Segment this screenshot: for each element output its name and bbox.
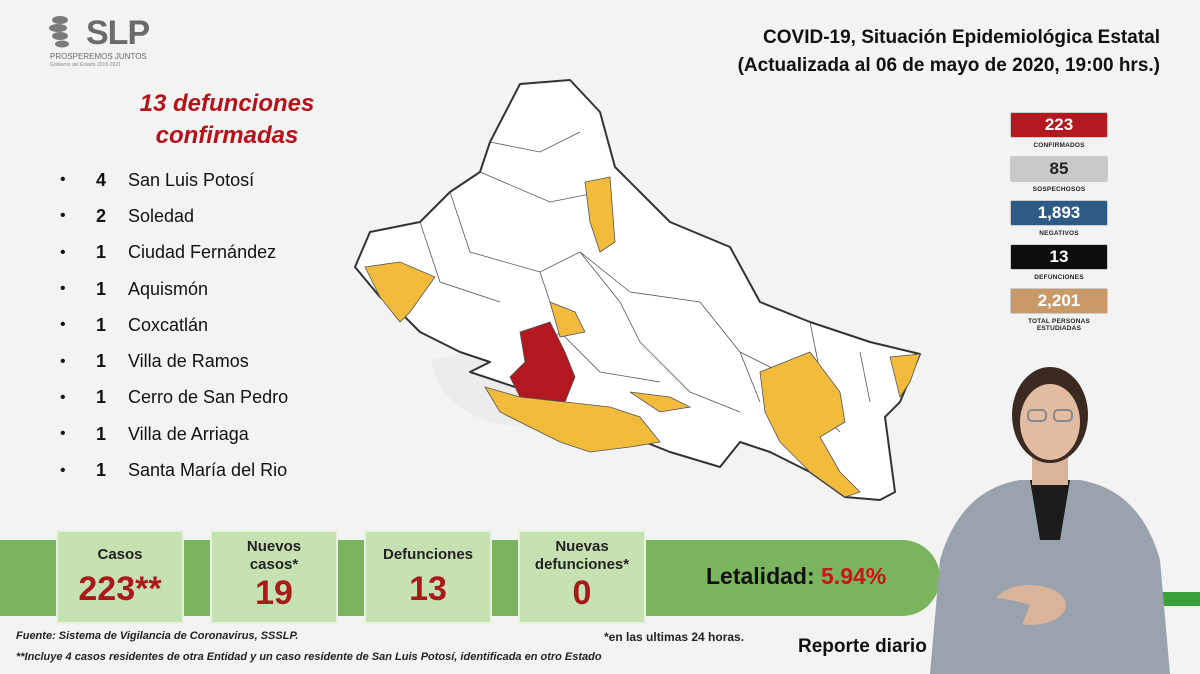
death-list-item: • 1 Villa de Arriaga: [60, 416, 288, 452]
footer-source: Fuente: Sistema de Vigilancia de Coronav…: [16, 630, 299, 642]
page-title: COVID-19, Situación Epidemiológica Estat…: [738, 24, 1160, 80]
bullet-icon: •: [60, 425, 66, 443]
death-municipality: Soledad: [128, 205, 195, 226]
death-municipality: San Luis Potosí: [128, 169, 255, 190]
death-count: 2: [96, 205, 107, 226]
stat-item: 13 DEFUNCIONES: [1010, 244, 1108, 284]
bullet-icon: •: [60, 316, 66, 334]
logo-text: SLP: [86, 14, 150, 52]
footer-asterisk-note: *en las ultimas 24 horas.: [604, 630, 745, 644]
stats-panel: 223 CONFIRMADOS 85 SOSPECHOSOS 1,893 NEGATIVO…: [1010, 112, 1108, 332]
death-municipality: Ciudad Fernández: [128, 242, 277, 263]
stat-label: TOTAL PERSONAS ESTUDIADAS: [1027, 318, 1091, 332]
death-count: 1: [96, 423, 107, 444]
death-count: 1: [96, 278, 107, 299]
death-count: 1: [96, 460, 107, 481]
stat-item: 1,893 NEGATIVOS: [1010, 200, 1108, 240]
title-date: (Actualizada al 06 de mayo de 2020, 19:0…: [737, 55, 1160, 76]
bullet-icon: •: [60, 388, 66, 406]
death-list-item: • 2 Soledad: [60, 198, 288, 234]
map-region-yellow-huasteca: [759, 351, 861, 498]
stat-item: 85 SOSPECHOSOS: [1010, 156, 1108, 196]
summary-card: Defunciones 13: [364, 530, 492, 624]
card-value: 13: [409, 570, 447, 608]
map-region-yellow-west: [364, 261, 436, 323]
sign-language-interpreter: [930, 367, 1170, 674]
logo-subtitle: PROSPEREMOS JUNTOS: [50, 52, 147, 61]
summary-card: Nuevos casos* 19: [210, 530, 338, 624]
stat-label: CONFIRMADOS: [1033, 142, 1085, 149]
death-count: 4: [96, 169, 107, 190]
card-label: Nuevas defunciones*: [520, 538, 644, 574]
stat-value-box: 1,893: [1010, 200, 1108, 226]
stat-value-box: 85: [1010, 156, 1108, 182]
deaths-heading-line2: confirmadas: [155, 122, 299, 149]
death-municipality: Santa María del Rio: [128, 460, 288, 481]
map-region-yellow-north: [584, 176, 616, 253]
stat-value-box: 223: [1010, 112, 1108, 138]
card-label-line1: Nuevos: [246, 538, 302, 555]
stat-item: 2,201 TOTAL PERSONAS ESTUDIADAS: [1010, 288, 1108, 332]
bullet-icon: •: [60, 207, 66, 225]
death-municipality: Villa de Arriaga: [128, 423, 249, 444]
bullet-icon: •: [60, 352, 66, 370]
summary-card: Casos 223**: [56, 530, 184, 624]
bullet-icon: •: [60, 171, 66, 189]
stat-label: NEGATIVOS: [1039, 230, 1079, 237]
footer-note: **Incluye 4 casos residentes de otra Ent…: [16, 651, 602, 663]
map-region-yellow-mid: [629, 391, 692, 413]
card-label-line2: defunciones*: [534, 556, 630, 573]
death-list-item: • 1 Coxcatlán: [60, 307, 288, 343]
logo-mark-icon: [49, 16, 69, 48]
bullet-icon: •: [60, 461, 66, 479]
death-list-item: • 1 Ciudad Fernández: [60, 235, 288, 271]
map-region-yellow-south: [484, 386, 661, 453]
card-value: 223**: [78, 570, 162, 608]
stat-value-box: 2,201: [1010, 288, 1108, 314]
death-municipality: Villa de Ramos: [128, 351, 249, 372]
death-count: 1: [96, 351, 107, 372]
death-count: 1: [96, 387, 107, 408]
death-list-item: • 1 Villa de Ramos: [60, 343, 288, 379]
card-label: Casos: [58, 546, 182, 564]
title-main: COVID-19, Situación Epidemiológica Estat…: [763, 27, 1160, 48]
stat-item: 223 CONFIRMADOS: [1010, 112, 1108, 152]
death-municipality: Cerro de San Pedro: [128, 387, 289, 408]
death-count: 1: [96, 314, 107, 335]
lethality: Letalidad: 5.94%: [706, 563, 886, 590]
logo-subtitle-2: Gobierno del Estado 2015-2021: [50, 62, 121, 68]
death-list-item: • 4 San Luis Potosí: [60, 162, 288, 198]
card-label: Defunciones: [366, 546, 490, 564]
bullet-icon: •: [60, 243, 66, 261]
death-municipality: Coxcatlán: [128, 314, 209, 335]
state-map: [354, 79, 921, 501]
card-label-line2: casos*: [249, 556, 299, 573]
lethality-value: 5.94%: [821, 563, 887, 589]
death-count: 1: [96, 242, 107, 263]
card-label: Nuevos casos*: [212, 538, 336, 574]
death-list-item: • 1 Cerro de San Pedro: [60, 380, 288, 416]
deaths-heading: 13 defunciones confirmadas: [112, 88, 342, 152]
card-label-line1: Nuevas: [555, 538, 609, 555]
lethality-label: Letalidad:: [706, 563, 815, 589]
death-municipality: Aquismón: [128, 278, 209, 299]
stat-label: SOSPECHOSOS: [1032, 186, 1086, 193]
report-label: Reporte diario: [798, 636, 927, 657]
death-list-item: • 1 Aquismón: [60, 271, 288, 307]
card-value: 19: [255, 574, 293, 612]
slp-logo: SLP PROSPEREMOS JUNTOS Gobierno del Esta…: [48, 14, 158, 76]
bullet-icon: •: [60, 280, 66, 298]
stat-value-box: 13: [1010, 244, 1108, 270]
map-region-yellow-east: [889, 353, 921, 398]
deaths-heading-line1: 13 defunciones: [139, 90, 315, 117]
summary-card: Nuevas defunciones* 0: [518, 530, 646, 624]
card-label-line1: Casos: [97, 546, 143, 563]
card-label-line1: Defunciones: [382, 546, 473, 563]
map-region-yellow-center: [549, 301, 586, 338]
death-list-item: • 1 Santa María del Rio: [60, 452, 288, 488]
stat-label: DEFUNCIONES: [1034, 274, 1084, 281]
card-value: 0: [572, 574, 592, 612]
deaths-list: • 4 San Luis Potosí • 2 Soledad • 1 Ciudad Ferná…: [60, 162, 288, 489]
